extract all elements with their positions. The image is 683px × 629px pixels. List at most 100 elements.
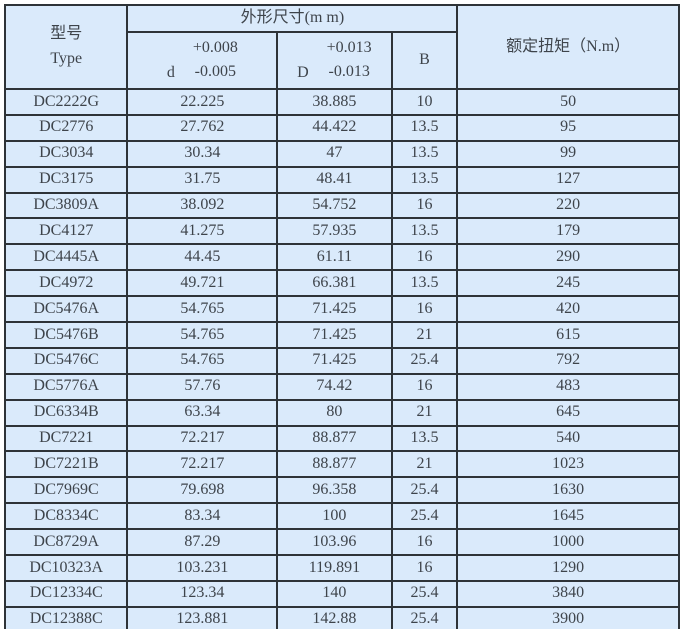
cell-D-dimension: 74.42	[276, 372, 393, 401]
cell-D-dimension: 88.877	[276, 450, 393, 479]
cell-D-dimension: 61.11	[276, 243, 393, 272]
cell-D-dimension: 47	[276, 139, 393, 168]
cell-d-dimension: 54.765	[126, 321, 279, 349]
cell-type: DC7221B	[3, 450, 129, 479]
cell-type: DC5476A	[3, 295, 129, 324]
cell-d-dimension: 31.75	[126, 165, 279, 194]
cell-d-dimension: 44.45	[126, 243, 279, 272]
cell-rated-torque: 615	[456, 321, 680, 349]
cell-b-dimension: 25.4	[390, 476, 459, 505]
cell-type: DC7221	[3, 424, 129, 453]
cell-rated-torque: 220	[456, 191, 680, 220]
cell-type: DC12334C	[3, 579, 129, 608]
table-row: DC12388C 123.881 142.88 25.4 3900	[3, 605, 680, 629]
cell-type: DC2222G	[3, 88, 129, 116]
cell-d-dimension: 123.34	[126, 579, 279, 608]
table-row: DC7969C 79.698 96.358 25.4 1630	[3, 476, 680, 505]
cell-rated-torque: 540	[456, 424, 680, 453]
table-row: DC4127 41.275 57.935 13.5 179	[3, 217, 680, 246]
cell-b-dimension: 10	[390, 88, 459, 116]
header-d-upper-tolerance: +0.008	[192, 39, 238, 56]
table-row: DC5776A 57.76 74.42 16 483	[3, 372, 680, 401]
header-d-letter: d	[166, 64, 175, 82]
cell-rated-torque: 50	[456, 88, 680, 116]
cell-d-dimension: 63.34	[126, 398, 279, 427]
cell-rated-torque: 1023	[456, 450, 680, 479]
header-D-letter: D	[297, 64, 309, 82]
cell-type: DC12388C	[3, 605, 129, 629]
cell-D-dimension: 48.41	[276, 165, 393, 194]
cell-D-dimension: 88.877	[276, 424, 393, 453]
cell-b-dimension: 21	[390, 398, 459, 427]
table-row: DC7221B 72.217 88.877 21 1023	[3, 450, 680, 479]
cell-d-dimension: 30.34	[126, 139, 279, 168]
cell-d-dimension: 57.76	[126, 372, 279, 401]
table-row: DC10323A 103.231 119.891 16 1290	[3, 554, 680, 582]
cell-b-dimension: 16	[390, 554, 459, 582]
table-row: DC2222G 22.225 38.885 10 50	[3, 88, 680, 116]
table-row: DC7221 72.217 88.877 13.5 540	[3, 424, 680, 453]
table-row: DC12334C 123.34 140 25.4 3840	[3, 579, 680, 608]
cell-d-dimension: 54.765	[126, 295, 279, 324]
spec-table: 型号 Type 外形尺寸(m m) 额定扭矩（N.m） d +0.008 -0.…	[3, 4, 680, 629]
cell-d-dimension: 123.881	[126, 605, 279, 629]
cell-D-dimension: 44.422	[276, 113, 393, 142]
cell-rated-torque: 95	[456, 113, 680, 142]
cell-D-dimension: 71.425	[276, 295, 393, 324]
table-header: 型号 Type 外形尺寸(m m) 额定扭矩（N.m） d +0.008 -0.…	[3, 4, 680, 90]
cell-D-dimension: 103.96	[276, 528, 393, 557]
cell-type: DC8729A	[3, 528, 129, 557]
cell-rated-torque: 127	[456, 165, 680, 194]
cell-rated-torque: 3840	[456, 579, 680, 608]
cell-rated-torque: 3900	[456, 605, 680, 629]
cell-type: DC10323A	[3, 554, 129, 582]
header-d-lower-tolerance: -0.005	[194, 63, 236, 80]
cell-b-dimension: 21	[390, 450, 459, 479]
cell-d-dimension: 49.721	[126, 269, 279, 298]
cell-d-dimension: 87.29	[126, 528, 279, 557]
table-row: DC2776 27.762 44.422 13.5 95	[3, 113, 680, 142]
cell-b-dimension: 13.5	[390, 269, 459, 298]
cell-D-dimension: 100	[276, 502, 393, 531]
table-row: DC3809A 38.092 54.752 16 220	[3, 191, 680, 220]
cell-b-dimension: 13.5	[390, 139, 459, 168]
header-b: B	[390, 31, 459, 90]
cell-b-dimension: 25.4	[390, 346, 459, 375]
cell-d-dimension: 41.275	[126, 217, 279, 246]
header-type-en: Type	[50, 50, 83, 67]
cell-rated-torque: 245	[456, 269, 680, 298]
cell-rated-torque: 420	[456, 295, 680, 324]
cell-rated-torque: 645	[456, 398, 680, 427]
cell-b-dimension: 16	[390, 372, 459, 401]
cell-type: DC4445A	[3, 243, 129, 272]
cell-d-dimension: 27.762	[126, 113, 279, 142]
header-torque: 额定扭矩（N.m）	[456, 4, 680, 90]
cell-b-dimension: 13.5	[390, 217, 459, 246]
cell-type: DC6334B	[3, 398, 129, 427]
table-row: DC8334C 83.34 100 25.4 1645	[3, 502, 680, 531]
cell-type: DC3809A	[3, 191, 129, 220]
cell-D-dimension: 71.425	[276, 346, 393, 375]
table-row: DC3175 31.75 48.41 13.5 127	[3, 165, 680, 194]
cell-b-dimension: 16	[390, 295, 459, 324]
cell-D-dimension: 142.88	[276, 605, 393, 629]
cell-b-dimension: 13.5	[390, 113, 459, 142]
table-row: DC5476C 54.765 71.425 25.4 792	[3, 346, 680, 375]
cell-D-dimension: 80	[276, 398, 393, 427]
cell-type: DC2776	[3, 113, 129, 142]
header-D-upper-tolerance: +0.013	[326, 39, 372, 56]
table-row: DC5476B 54.765 71.425 21 615	[3, 321, 680, 349]
cell-D-dimension: 140	[276, 579, 393, 608]
cell-d-dimension: 103.231	[126, 554, 279, 582]
header-type: 型号 Type	[3, 4, 129, 90]
cell-rated-torque: 99	[456, 139, 680, 168]
cell-type: DC4972	[3, 269, 129, 298]
cell-type: DC5476B	[3, 321, 129, 349]
cell-D-dimension: 66.381	[276, 269, 393, 298]
cell-type: DC5476C	[3, 346, 129, 375]
table-row: DC3034 30.34 47 13.5 99	[3, 139, 680, 168]
cell-D-dimension: 119.891	[276, 554, 393, 582]
table-row: DC4445A 44.45 61.11 16 290	[3, 243, 680, 272]
cell-D-dimension: 38.885	[276, 88, 393, 116]
cell-d-dimension: 38.092	[126, 191, 279, 220]
